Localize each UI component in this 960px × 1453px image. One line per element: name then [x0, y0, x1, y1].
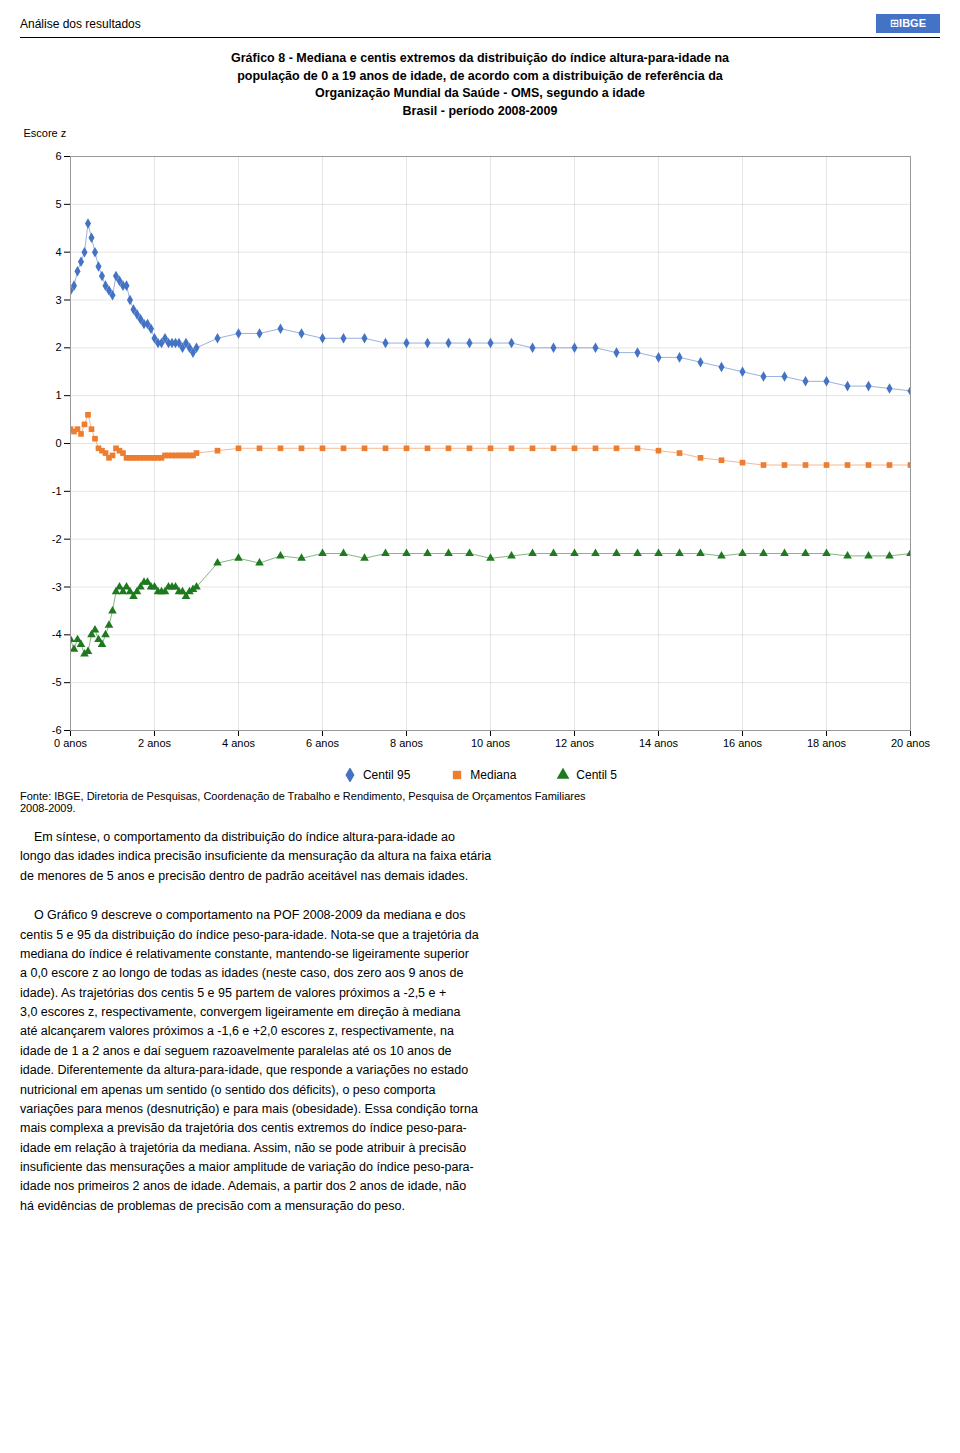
html-text:O Gráfico 9 descreve o comport: O Gráfico 9 descreve o comportamento na …: [20, 908, 479, 1213]
svg-text:20 anos: 20 anos: [891, 737, 931, 749]
html-text:Análise dos resultados: Análise dos resultados: [20, 16, 141, 31]
html-text:⊞IBGE: ⊞IBGE: [889, 17, 926, 29]
svg-text:16 anos: 16 anos: [723, 737, 763, 749]
svg-text:6: 6: [55, 150, 61, 162]
html-text:Centil 5: Centil 5: [576, 768, 617, 782]
svg-text:0 anos: 0 anos: [54, 737, 88, 749]
html-text:Gráfico 8 - Mediana e centis e: Gráfico 8 - Mediana e centis extremos da…: [231, 51, 729, 65]
svg-text:0: 0: [55, 437, 61, 449]
svg-text:3: 3: [55, 294, 61, 306]
svg-text:4: 4: [55, 246, 61, 258]
svg-text:-4: -4: [52, 628, 62, 640]
svg-text:Escore z: Escore z: [24, 127, 67, 139]
svg-text:10 anos: 10 anos: [471, 737, 511, 749]
html-text:Em síntese, o comportamento da: Em síntese, o comportamento da distribui…: [20, 830, 492, 883]
svg-text:-1: -1: [52, 485, 62, 497]
html-text:Fonte: IBGE, Diretoria de Pesq: Fonte: IBGE, Diretoria de Pesquisas, Coo…: [20, 790, 586, 814]
svg-text:18 anos: 18 anos: [807, 737, 847, 749]
svg-text:14 anos: 14 anos: [639, 737, 679, 749]
svg-text:8 anos: 8 anos: [390, 737, 424, 749]
svg-text:12 anos: 12 anos: [555, 737, 595, 749]
html-text:Centil 95: Centil 95: [363, 768, 411, 782]
svg-text:6 anos: 6 anos: [306, 737, 340, 749]
svg-text:-6: -6: [52, 724, 62, 736]
svg-text:-2: -2: [52, 533, 62, 545]
svg-text:2 anos: 2 anos: [138, 737, 172, 749]
html-text:Brasil - período 2008-2009: Brasil - período 2008-2009: [402, 103, 558, 118]
html-text:população de 0 a 19 anos de id: população de 0 a 19 anos de idade, de ac…: [237, 68, 723, 83]
svg-text:-3: -3: [52, 581, 62, 593]
html-text:Organização Mundial da Saúde -: Organização Mundial da Saúde - OMS, segu…: [315, 86, 645, 100]
svg-text:-5: -5: [52, 676, 62, 688]
html-text:Mediana: Mediana: [470, 768, 517, 782]
svg-text:4 anos: 4 anos: [222, 737, 256, 749]
svg-text:2: 2: [55, 341, 61, 353]
svg-text:1: 1: [55, 389, 61, 401]
svg-text:5: 5: [55, 198, 61, 210]
